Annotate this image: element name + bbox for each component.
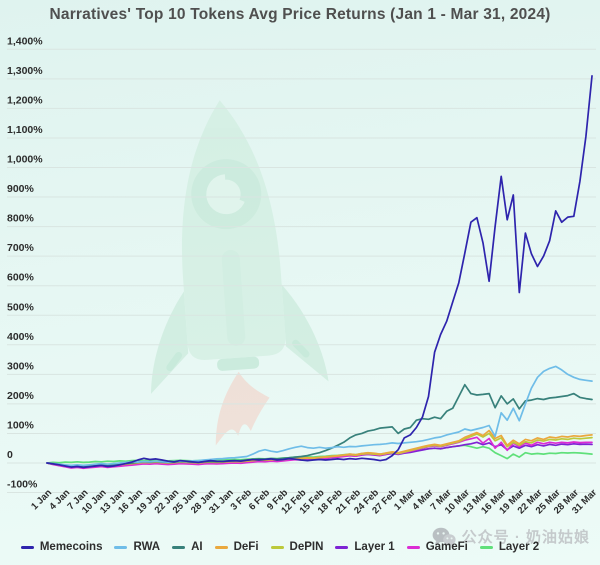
y-tick-label: 300% bbox=[7, 360, 35, 372]
legend-label: DePIN bbox=[289, 541, 324, 553]
y-tick-label: 1,200% bbox=[7, 94, 43, 106]
legend-label: Layer 1 bbox=[354, 541, 395, 553]
legend-swatch bbox=[20, 545, 34, 549]
gridlines bbox=[7, 48, 596, 494]
legend-swatch bbox=[214, 545, 228, 549]
legend-item-layer-1: Layer 1 bbox=[335, 541, 395, 553]
series-lines bbox=[46, 75, 593, 470]
y-tick-label: 900% bbox=[7, 183, 35, 195]
legend-swatch bbox=[114, 545, 128, 549]
legend-swatch bbox=[335, 545, 349, 549]
legend-item-ai: AI bbox=[172, 541, 203, 553]
legend-label: RWA bbox=[133, 541, 161, 553]
series-line-memecoins bbox=[46, 75, 593, 469]
y-tick-label: 1,100% bbox=[7, 124, 43, 136]
y-tick-label: 800% bbox=[7, 213, 35, 225]
y-tick-label: 200% bbox=[7, 390, 35, 402]
y-tick-label: 0 bbox=[7, 449, 13, 461]
account-watermark-text: 公众号 · 奶油姑娘 bbox=[461, 529, 590, 546]
y-tick-label: -100% bbox=[7, 479, 38, 491]
y-tick-label: 1,300% bbox=[7, 65, 43, 77]
account-watermark: 公众号 · 奶油姑娘 bbox=[432, 526, 590, 547]
legend-item-rwa: RWA bbox=[114, 541, 160, 553]
legend-label: AI bbox=[191, 541, 203, 553]
series-line-rwa bbox=[46, 365, 593, 467]
legend-item-depin: DePIN bbox=[270, 541, 324, 553]
legend-swatch bbox=[270, 545, 284, 549]
legend-label: Memecoins bbox=[39, 541, 103, 553]
y-tick-label: 500% bbox=[7, 301, 35, 313]
legend-swatch bbox=[406, 545, 420, 549]
legend-label: GameFi bbox=[425, 541, 468, 553]
rocket-watermark-icon bbox=[151, 100, 329, 446]
series-line-ai bbox=[46, 383, 593, 467]
y-axis-labels: 1,400% 1,300% 1,200% 1,100% 1,000% 900% 800% 70… bbox=[7, 35, 43, 490]
legend-swatch bbox=[479, 545, 493, 549]
legend-item-memecoins: Memecoins bbox=[20, 541, 103, 553]
y-tick-label: 1,400% bbox=[7, 35, 43, 47]
legend: Memecoins RWA AI DeFi DePIN Layer 1 GameFi Laye… bbox=[20, 541, 539, 553]
legend-item-layer-2: Layer 2 bbox=[479, 541, 540, 553]
legend-item-defi: DeFi bbox=[214, 541, 259, 553]
legend-item-gamefi: GameFi bbox=[406, 541, 468, 553]
wechat-icon bbox=[432, 527, 456, 547]
legend-label: Layer 2 bbox=[498, 541, 540, 553]
y-tick-label: 700% bbox=[7, 242, 35, 254]
y-tick-label: 100% bbox=[7, 419, 35, 431]
legend-label: DeFi bbox=[233, 541, 259, 553]
y-tick-label: 600% bbox=[7, 272, 35, 284]
chart-title: Narratives' Top 10 Tokens Avg Price Retu… bbox=[49, 6, 551, 23]
legend-swatch bbox=[172, 545, 186, 549]
y-tick-label: 400% bbox=[7, 331, 35, 343]
y-tick-label: 1,000% bbox=[7, 154, 43, 166]
